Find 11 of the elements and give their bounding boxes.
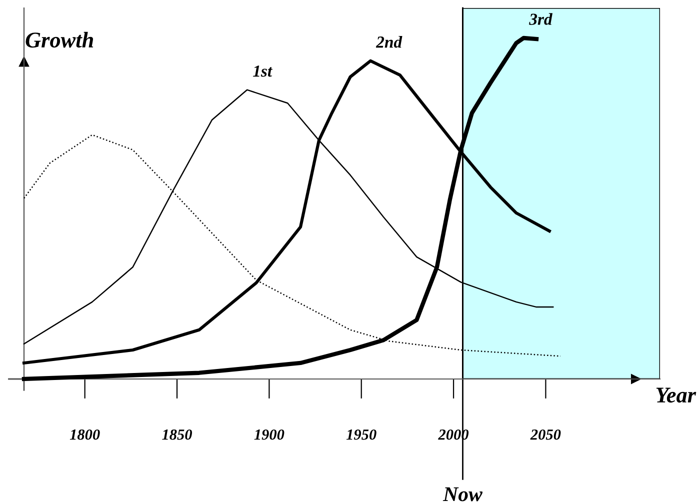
series-label: 3rd [529, 13, 552, 25]
x-tick-label: 1850 [162, 429, 192, 440]
x-tick-label: 1800 [70, 429, 100, 440]
x-tick-label: 1900 [254, 429, 284, 440]
ref-line-label: Now [442, 487, 482, 502]
y-axis-title: Growth [26, 32, 94, 48]
x-axis-title: Year [656, 388, 696, 403]
x-tick-label: 2050 [530, 429, 561, 440]
x-tick-label: 1950 [346, 429, 376, 440]
series-label: 2nd [376, 36, 402, 48]
series-label: 1st [253, 66, 272, 77]
